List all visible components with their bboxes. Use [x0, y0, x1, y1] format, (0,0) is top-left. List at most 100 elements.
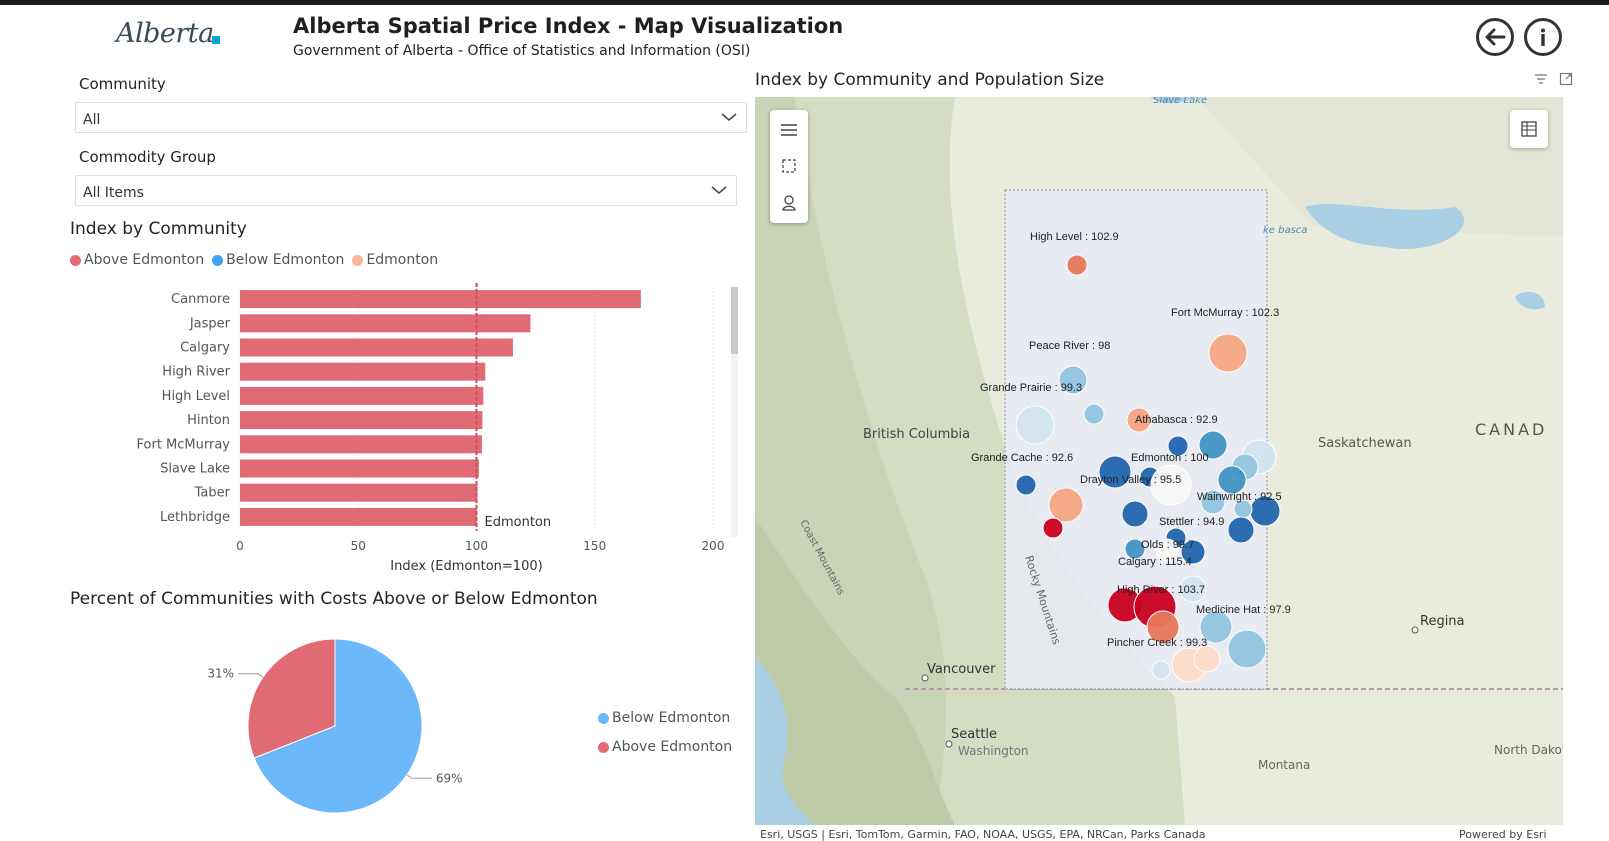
- community-bubble[interactable]: [1193, 645, 1221, 673]
- community-bubble[interactable]: [1217, 465, 1247, 495]
- community-bubble[interactable]: [1150, 464, 1192, 506]
- index-chart-legend: Above Edmonton Below Edmonton Edmonton: [70, 252, 438, 268]
- bar[interactable]: [240, 459, 479, 478]
- table-icon: [1521, 121, 1537, 137]
- community-bubble[interactable]: [1151, 660, 1171, 680]
- x-tick-label: 100: [465, 539, 488, 553]
- community-bubble[interactable]: [1083, 403, 1105, 425]
- place-label-north-dakota: North Dakot: [1494, 743, 1563, 757]
- bar[interactable]: [240, 386, 484, 405]
- bar[interactable]: [240, 290, 641, 309]
- info-icon: [1541, 28, 1545, 46]
- community-bubble[interactable]: [1048, 487, 1084, 523]
- alberta-logo: Alberta: [116, 18, 226, 52]
- community-dropdown-value: All: [83, 112, 101, 128]
- back-button[interactable]: [1476, 18, 1514, 56]
- community-bubble[interactable]: [1015, 405, 1055, 445]
- bar[interactable]: [240, 362, 486, 381]
- x-tick-label: 200: [702, 539, 725, 553]
- community-points: [1015, 254, 1281, 683]
- legend-label: Below Edmonton: [226, 252, 345, 268]
- map-label-high-river: High River : 103.7: [1117, 584, 1205, 596]
- map-table-button[interactable]: [1510, 110, 1548, 148]
- community-bubble[interactable]: [1200, 489, 1226, 515]
- info-button[interactable]: [1524, 18, 1562, 56]
- bar[interactable]: [240, 483, 478, 502]
- category-label: Fort McMurray: [137, 437, 231, 452]
- legend-above-edmonton[interactable]: Above Edmonton: [70, 252, 204, 268]
- map-view[interactable]: British Columbia Saskatchewan CANAD Regi…: [755, 97, 1563, 825]
- map-label-peace-river: Peace River : 98: [1029, 340, 1110, 352]
- category-label: Slave Lake: [160, 462, 230, 477]
- pacific-ocean: [755, 657, 815, 825]
- bar[interactable]: [240, 338, 513, 357]
- map-label-athabasca: Athabasca : 92.9: [1135, 414, 1218, 426]
- community-bubble[interactable]: [1126, 407, 1152, 433]
- map-reference-layer-button[interactable]: [770, 185, 808, 221]
- commodity-filter-label: Commodity Group: [79, 148, 216, 166]
- filter-icon[interactable]: [1534, 72, 1548, 86]
- logo-wordmark: Alberta: [116, 18, 214, 49]
- northern-plain: [1195, 97, 1563, 237]
- chevron-down-icon: [721, 113, 737, 121]
- map-label-drayton-valley: Drayton Valley : 95.5: [1080, 474, 1181, 486]
- place-label-saskatchewan: Saskatchewan: [1318, 436, 1412, 451]
- pie-slice-below-edmonton[interactable]: [253, 638, 423, 814]
- bar-chart-scrollbar[interactable]: [731, 287, 738, 537]
- community-bubble[interactable]: [1042, 517, 1064, 539]
- focus-mode-icon[interactable]: [1559, 72, 1573, 86]
- community-bubble[interactable]: [1199, 610, 1233, 644]
- lake-athabasca: [1305, 204, 1465, 249]
- legend-dot: [70, 254, 81, 266]
- community-bubble[interactable]: [1058, 365, 1088, 395]
- community-bubble[interactable]: [1227, 629, 1267, 669]
- pie-leader-line: [238, 673, 264, 678]
- community-bubble[interactable]: [1179, 575, 1207, 603]
- community-bubble[interactable]: [1155, 538, 1179, 562]
- x-tick-label: 50: [351, 539, 366, 553]
- community-bubble[interactable]: [1066, 254, 1088, 276]
- map-select-button[interactable]: [770, 148, 808, 184]
- community-bubble[interactable]: [1198, 430, 1228, 460]
- bar[interactable]: [240, 507, 477, 526]
- category-label: Calgary: [180, 341, 230, 356]
- community-bubble[interactable]: [1227, 516, 1255, 544]
- community-bubble[interactable]: [1098, 455, 1132, 489]
- legend-dot: [598, 741, 609, 753]
- community-bubble[interactable]: [1167, 435, 1189, 457]
- pie-value-label: 31%: [207, 667, 234, 681]
- commodity-group-dropdown[interactable]: All Items: [75, 175, 737, 206]
- community-bubble[interactable]: [1208, 333, 1248, 373]
- vancouver-marker: [921, 674, 929, 682]
- bar-chart-scroll-thumb[interactable]: [731, 287, 738, 354]
- logo-square-mark: [212, 36, 220, 44]
- coastal-range: [755, 517, 955, 825]
- community-bubble[interactable]: [1015, 474, 1037, 496]
- pie-legend-below-edmonton[interactable]: Below Edmonton: [598, 710, 730, 726]
- map-label-wainwright: Wainwright : 92.5: [1197, 491, 1282, 503]
- community-labels: High Level : 102.9 Fort McMurray : 102.3…: [971, 231, 1291, 649]
- community-filter-label: Community: [79, 75, 166, 93]
- map-menu-button[interactable]: [770, 112, 808, 148]
- pie-legend-above-edmonton[interactable]: Above Edmonton: [598, 739, 732, 755]
- community-bubble[interactable]: [1121, 500, 1149, 528]
- place-label-washington: Washington: [958, 744, 1029, 758]
- legend-label: Edmonton: [366, 252, 439, 268]
- community-bubble[interactable]: [1146, 610, 1180, 644]
- category-label: Canmore: [171, 292, 230, 307]
- map-attribution: Esri, USGS | Esri, TomTom, Garmin, FAO, …: [760, 828, 1206, 841]
- legend-dot: [598, 712, 609, 724]
- bar[interactable]: [240, 314, 531, 333]
- bar[interactable]: [240, 435, 482, 454]
- bar[interactable]: [240, 411, 483, 430]
- category-label: High Level: [162, 389, 230, 404]
- community-bubble[interactable]: [1124, 538, 1146, 560]
- category-label: Hinton: [187, 413, 230, 428]
- legend-edmonton[interactable]: Edmonton: [352, 252, 438, 268]
- community-bubble[interactable]: [1180, 539, 1206, 565]
- x-tick-label: 150: [583, 539, 606, 553]
- legend-below-edmonton[interactable]: Below Edmonton: [212, 252, 344, 268]
- community-dropdown[interactable]: All: [75, 102, 747, 133]
- place-label-seattle: Seattle: [951, 727, 997, 742]
- pie-chart: 69% 31%: [207, 638, 463, 814]
